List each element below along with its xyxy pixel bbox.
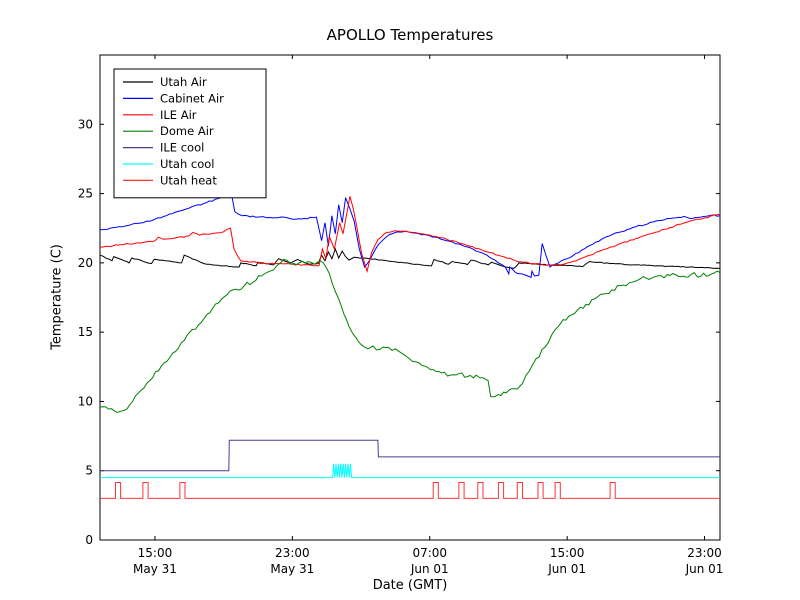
svg-text:15:00: 15:00 xyxy=(138,546,173,560)
svg-text:15: 15 xyxy=(78,325,93,339)
svg-text:0: 0 xyxy=(85,533,93,547)
svg-text:5: 5 xyxy=(85,464,93,478)
svg-text:25: 25 xyxy=(78,187,93,201)
svg-text:10: 10 xyxy=(78,394,93,408)
chart-title: APOLLO Temperatures xyxy=(326,26,494,44)
svg-text:Cabinet Air: Cabinet Air xyxy=(160,91,224,105)
svg-text:Dome Air: Dome Air xyxy=(160,124,214,138)
svg-text:Jun 01: Jun 01 xyxy=(410,562,449,576)
svg-text:Utah heat: Utah heat xyxy=(160,173,217,187)
svg-text:07:00: 07:00 xyxy=(412,546,447,560)
svg-text:15:00: 15:00 xyxy=(550,546,585,560)
svg-text:23:00: 23:00 xyxy=(275,546,310,560)
x-axis-label: Date (GMT) xyxy=(372,578,448,593)
svg-text:30: 30 xyxy=(78,117,93,131)
svg-text:Utah Air: Utah Air xyxy=(160,75,207,89)
svg-text:20: 20 xyxy=(78,256,93,270)
svg-text:ILE cool: ILE cool xyxy=(160,141,204,155)
svg-text:Jun 01: Jun 01 xyxy=(685,562,724,576)
svg-text:May 31: May 31 xyxy=(133,562,177,576)
svg-text:Utah cool: Utah cool xyxy=(160,157,215,171)
svg-text:Jun 01: Jun 01 xyxy=(547,562,586,576)
svg-text:May 31: May 31 xyxy=(270,562,314,576)
svg-text:23:00: 23:00 xyxy=(687,546,722,560)
svg-text:ILE Air: ILE Air xyxy=(160,108,197,122)
